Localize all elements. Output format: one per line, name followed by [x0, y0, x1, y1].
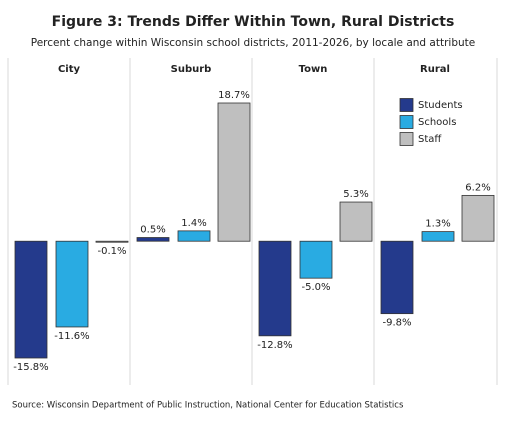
panel-label: Suburb [171, 64, 212, 75]
bar [461, 194, 495, 242]
legend-swatch [399, 98, 414, 112]
legend-label: Staff [418, 134, 442, 145]
bar [14, 240, 48, 359]
value-label: -11.6% [54, 331, 89, 342]
value-label: 5.3% [343, 189, 368, 200]
bar [95, 240, 129, 243]
dividers [7, 58, 498, 385]
bar [339, 201, 373, 242]
bar [421, 231, 455, 242]
bar [258, 240, 292, 337]
bar [136, 237, 170, 242]
source-note: Source: Wisconsin Department of Public I… [12, 401, 404, 411]
chart-subtitle: Percent change within Wisconsin school d… [31, 37, 476, 49]
chart-title: Figure 3: Trends Differ Within Town, Rur… [52, 14, 455, 30]
value-label: 6.2% [465, 182, 490, 193]
value-label: 1.4% [181, 218, 206, 229]
legend-swatch [399, 115, 414, 129]
legend-label: Schools [418, 117, 456, 128]
legend-label: Students [418, 100, 463, 111]
value-label: -0.1% [97, 246, 126, 257]
panel-label: City [58, 64, 81, 75]
legend-swatch [399, 132, 414, 146]
value-label: 0.5% [140, 225, 165, 236]
bar [177, 230, 211, 242]
bar [55, 240, 89, 328]
value-label: -15.8% [13, 362, 48, 373]
value-label: -12.8% [257, 340, 292, 351]
bar [299, 240, 333, 279]
value-label: 18.7% [218, 90, 250, 101]
bar [380, 240, 414, 315]
value-label: 1.3% [425, 219, 450, 230]
panel-label: Rural [420, 64, 450, 75]
panel-label: Town [299, 64, 328, 75]
value-label: -5.0% [301, 282, 330, 293]
bar [217, 102, 251, 242]
value-label: -9.8% [382, 318, 411, 329]
